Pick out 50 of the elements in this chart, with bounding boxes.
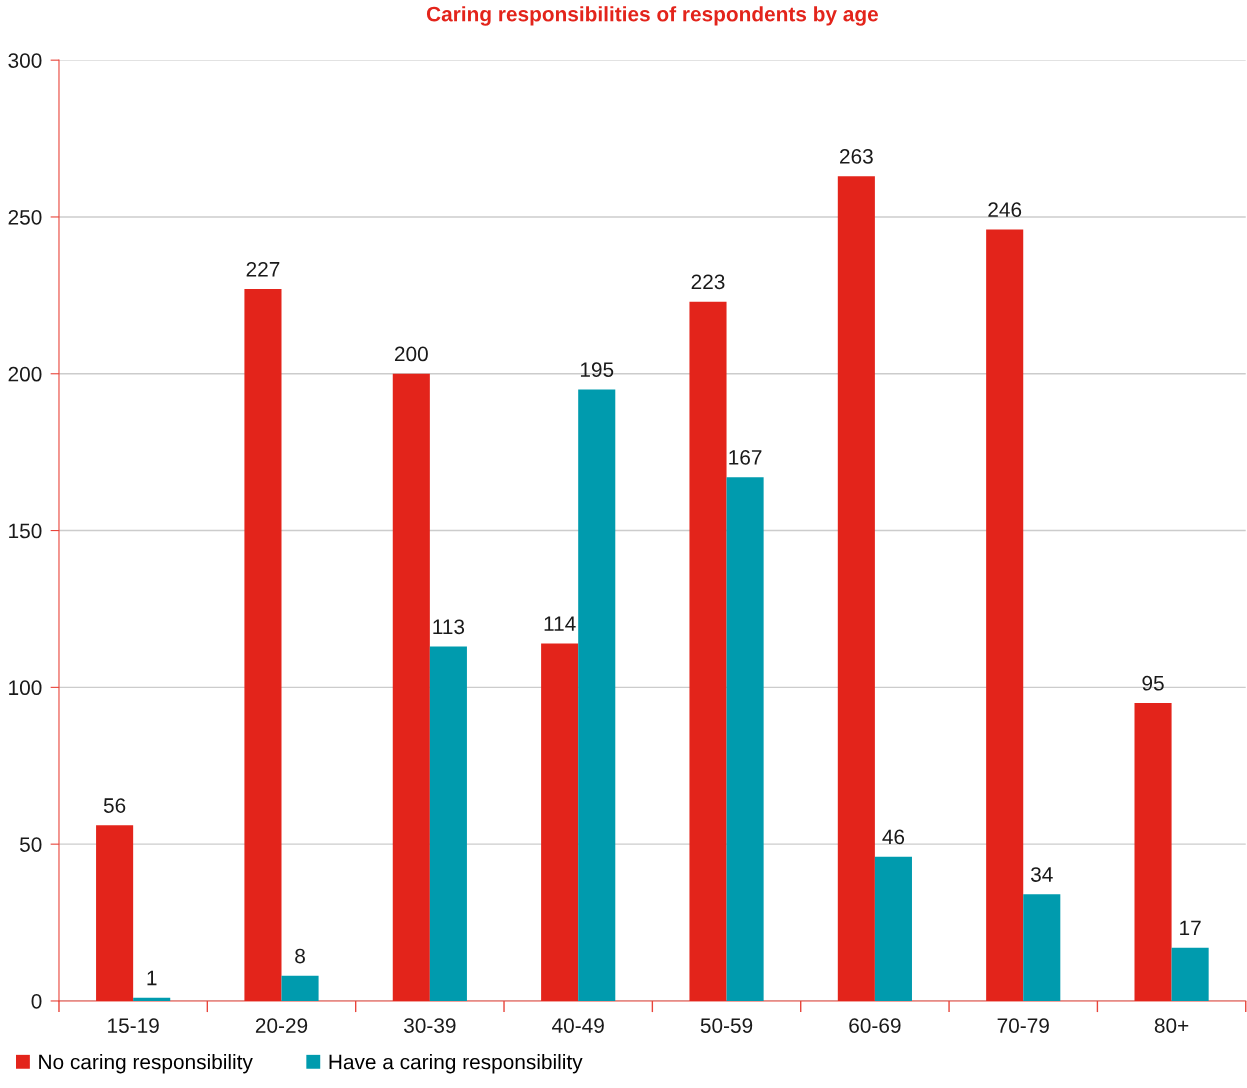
data-label: 56 — [103, 798, 126, 813]
bar — [541, 643, 579, 1001]
y-tick-label: 100 — [9, 680, 42, 696]
data-label: 263 — [840, 148, 873, 164]
legend-label: No caring responsibility — [39, 1054, 253, 1074]
bar — [96, 825, 134, 1001]
data-label: 8 — [295, 948, 305, 964]
y-tick-label: 50 — [19, 837, 42, 852]
y-tick-label: 0 — [31, 993, 42, 1009]
bar — [689, 301, 727, 1001]
y-tick-label: 300 — [8, 53, 42, 68]
x-tick-label: 50-59 — [700, 1018, 753, 1033]
x-tick-label: 40-49 — [552, 1018, 604, 1033]
y-tick-label: 250 — [8, 209, 42, 225]
data-label: 223 — [691, 274, 725, 290]
bar — [133, 997, 171, 1001]
data-label: 46 — [882, 829, 905, 845]
y-tick-label: 150 — [9, 523, 42, 539]
chart-title: Caring responsibilities of respondents by age — [426, 6, 878, 26]
x-tick-label: 20-29 — [255, 1018, 308, 1033]
bar — [244, 289, 282, 1001]
data-label: 113 — [433, 619, 465, 635]
bar — [874, 856, 912, 1001]
data-label: 227 — [246, 261, 280, 277]
bar — [1023, 894, 1061, 1001]
x-tick-label: 70-79 — [997, 1018, 1049, 1033]
bar — [578, 389, 616, 1001]
data-label: 17 — [1180, 920, 1201, 935]
x-tick-label: 30-39 — [404, 1018, 456, 1033]
bar — [1134, 703, 1172, 1001]
bar — [1171, 947, 1209, 1001]
bar — [392, 373, 430, 1001]
data-label: 114 — [544, 616, 576, 631]
data-label: 95 — [1142, 675, 1164, 691]
data-label: 195 — [580, 362, 614, 377]
data-label: 34 — [1030, 867, 1053, 882]
data-label: 1 — [147, 970, 157, 986]
x-tick-label: 60-69 — [849, 1018, 901, 1033]
legend-label: Have a caring responsibility — [329, 1054, 583, 1074]
bar — [837, 176, 875, 1001]
data-label: 200 — [394, 346, 428, 362]
y-tick-label: 200 — [8, 366, 42, 382]
bar — [726, 477, 764, 1001]
x-tick-label: 80+ — [1154, 1018, 1189, 1033]
data-label: 246 — [988, 202, 1022, 218]
x-tick-label: 15-19 — [108, 1018, 159, 1033]
bar — [281, 975, 319, 1001]
bar — [429, 646, 467, 1001]
data-label: 167 — [729, 450, 762, 465]
bar — [986, 229, 1024, 1001]
